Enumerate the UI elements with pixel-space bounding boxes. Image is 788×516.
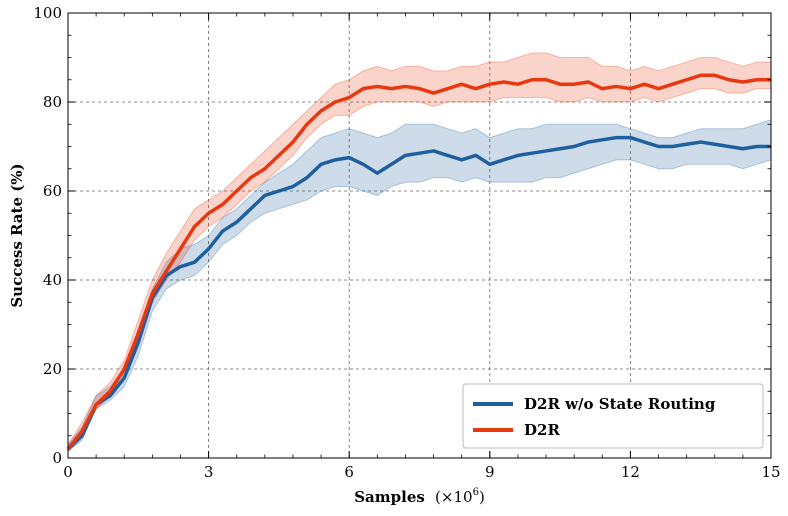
y-tick-label: 80 [43,93,62,111]
x-tick-label: 3 [204,463,214,481]
x-tick-label: 12 [621,463,640,481]
legend-box [462,383,764,449]
x-axis-title-unit: (×10 [435,488,473,506]
x-tick-label: 9 [485,463,495,481]
x-axis-title: Samples (×106) [354,487,485,506]
x-axis-title-main: Samples [354,488,425,506]
x-tick-label: 0 [63,463,73,481]
x-axis-title-exp: 6 [473,487,479,498]
y-axis-title: Success Rate (%) [8,163,26,307]
y-tick-label: 40 [43,271,62,289]
y-tick-label: 0 [52,449,62,467]
legend: D2R w/o State Routing D2R [462,383,764,449]
axis-ticks: 0 3 6 9 12 15 0 20 40 60 80 100 [33,4,780,481]
legend-label-d2r-wo-routing: D2R w/o State Routing [524,395,716,413]
line-series-0 [66,135,771,451]
series-lines [66,73,771,451]
x-axis-title-close: ) [479,488,485,506]
y-tick-label: 100 [33,4,62,22]
y-tick-label: 20 [43,360,62,378]
x-tick-label: 6 [344,463,354,481]
x-tick-label: 15 [761,463,780,481]
legend-label-d2r: D2R [524,421,560,439]
y-tick-label: 60 [43,182,62,200]
line-series-1 [66,73,771,451]
